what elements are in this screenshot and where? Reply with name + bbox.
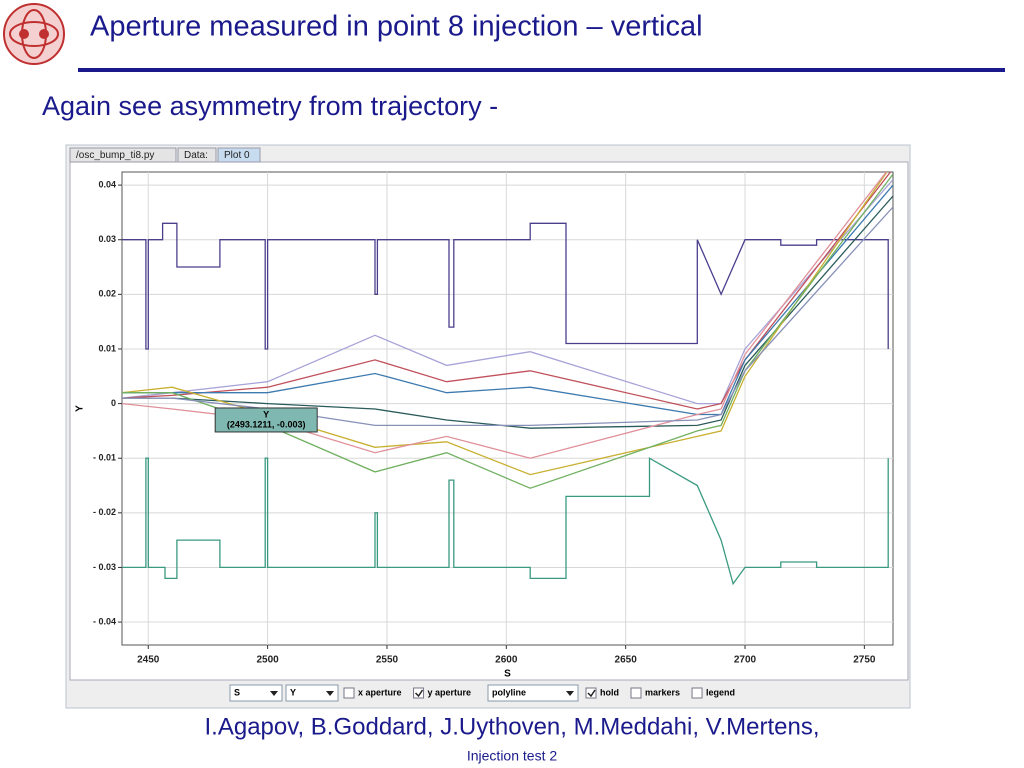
y-select-arrow (326, 691, 334, 696)
checkbox[interactable] (413, 687, 425, 699)
tab-label[interactable]: Data: (184, 150, 208, 161)
x-select-arrow (270, 691, 278, 696)
y-tick-label: 0.02 (98, 289, 116, 299)
series-line (122, 222, 889, 350)
checkbox-label[interactable]: legend (706, 687, 735, 697)
x-select[interactable] (229, 684, 283, 702)
y-tick-label: 0.04 (98, 179, 116, 189)
series-line (122, 172, 888, 476)
checkbox-label[interactable]: hold (600, 687, 619, 697)
checkmark (415, 689, 424, 698)
x-axis-label: S (504, 669, 511, 680)
y-tick-label: - 0.01 (93, 453, 116, 463)
x-tick-label: 2700 (734, 655, 757, 666)
x-tick-label: 2450 (137, 655, 160, 666)
mode-select[interactable] (487, 684, 579, 702)
checkbox[interactable] (343, 687, 355, 699)
y-select-value[interactable]: Y (290, 687, 296, 697)
tab[interactable] (217, 147, 261, 163)
tooltip-title: Y (263, 409, 269, 419)
checkbox-label[interactable]: x aperture (358, 687, 402, 697)
y-tick-label: 0.03 (98, 234, 116, 244)
x-select-value[interactable]: S (234, 687, 240, 697)
y-tick-label: 0.01 (98, 343, 116, 353)
checkbox[interactable] (585, 687, 597, 699)
x-tick-label: 2650 (615, 655, 638, 666)
tab-label[interactable]: /osc_bump_ti8.py (76, 150, 154, 161)
subtitle: Again see asymmetry from trajectory - (42, 91, 498, 121)
tab-label[interactable]: Plot 0 (224, 150, 250, 161)
series-line (122, 457, 889, 586)
mode-select-arrow (566, 691, 574, 696)
title: Aperture measured in point 8 injection –… (90, 11, 703, 43)
page-label: Injection test 2 (467, 748, 557, 764)
x-tick-label: 2500 (256, 655, 279, 666)
logo (3, 3, 65, 65)
y-tick-label: - 0.04 (93, 616, 116, 626)
series-line (122, 206, 893, 427)
y-select[interactable] (285, 684, 339, 702)
checkbox[interactable] (630, 687, 642, 699)
checkbox-label[interactable]: markers (645, 687, 680, 697)
tooltip-box (214, 407, 318, 433)
checkbox[interactable] (691, 687, 703, 699)
tab[interactable] (177, 147, 217, 163)
x-tick-label: 2600 (495, 655, 518, 666)
tooltip-text: (2493.1211, -0.003) (227, 419, 306, 429)
tab[interactable] (69, 147, 177, 163)
x-tick-label: 2750 (853, 655, 876, 666)
checkbox-label[interactable]: y aperture (428, 687, 472, 697)
y-axis-label: Y (75, 405, 86, 412)
y-tick-label: 0 (111, 398, 116, 408)
series-line (122, 179, 893, 405)
series-line (122, 184, 893, 416)
y-tick-label: - 0.03 (93, 562, 116, 572)
mode-select-value[interactable]: polyline (492, 687, 526, 697)
x-tick-label: 2550 (376, 655, 399, 666)
y-tick-label: - 0.02 (93, 507, 116, 517)
checkmark (587, 689, 596, 698)
authors: I.Agapov, B.Goddard, J.Uythoven, M.Medda… (205, 713, 820, 740)
